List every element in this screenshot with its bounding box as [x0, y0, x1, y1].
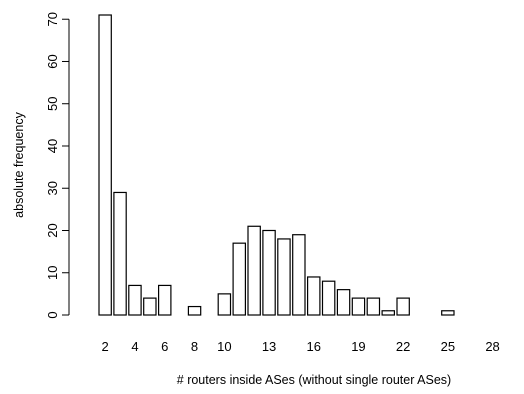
bar-19 — [351, 297, 366, 316]
bar-10 — [217, 293, 232, 316]
x-tick-label-13: 13 — [262, 339, 276, 354]
x-tick-label-19: 19 — [351, 339, 365, 354]
bar-20 — [366, 297, 381, 316]
x-axis: 2 4 6 8 10 13 16 19 22 25 28 — [102, 339, 500, 354]
y-tick-label-20: 20 — [45, 223, 60, 237]
bar-17 — [321, 280, 336, 316]
bar-4 — [128, 284, 142, 316]
bars-group — [98, 14, 455, 316]
x-tick-label-28: 28 — [485, 339, 499, 354]
x-tick-label-22: 22 — [396, 339, 410, 354]
x-tick-label-10: 10 — [217, 339, 231, 354]
bar-15 — [292, 234, 306, 316]
y-tick-label-60: 60 — [45, 54, 60, 68]
x-tick-label-4: 4 — [131, 339, 138, 354]
x-axis-title: # routers inside ASes (without single ro… — [177, 373, 451, 387]
bar-8 — [187, 305, 202, 316]
bar-18 — [336, 289, 351, 316]
x-tick-label-16: 16 — [307, 339, 321, 354]
x-tick-label-25: 25 — [441, 339, 455, 354]
bar-5 — [143, 297, 157, 316]
y-tick-label-0: 0 — [45, 311, 60, 318]
y-tick-label-30: 30 — [45, 181, 60, 195]
bar-11 — [232, 242, 247, 316]
bar-13 — [262, 229, 276, 316]
y-tick-label-50: 50 — [45, 96, 60, 110]
bar-6 — [158, 284, 172, 316]
y-axis: 0 10 20 30 40 50 60 70 — [45, 12, 70, 319]
y-axis-title: absolute frequency — [12, 111, 26, 217]
y-tick-label-40: 40 — [45, 139, 60, 153]
bar-22 — [396, 297, 410, 316]
x-tick-label-6: 6 — [161, 339, 168, 354]
bar-3 — [113, 191, 127, 316]
bar-12 — [247, 225, 261, 316]
y-tick-label-10: 10 — [45, 266, 60, 280]
bar-2 — [98, 14, 112, 316]
bar-25 — [441, 310, 455, 316]
x-tick-label-2: 2 — [102, 339, 109, 354]
bar-14 — [277, 238, 291, 316]
y-tick-label-70: 70 — [45, 12, 60, 26]
bar-16 — [307, 276, 321, 316]
x-tick-label-8: 8 — [191, 339, 198, 354]
bar-21 — [381, 310, 396, 316]
